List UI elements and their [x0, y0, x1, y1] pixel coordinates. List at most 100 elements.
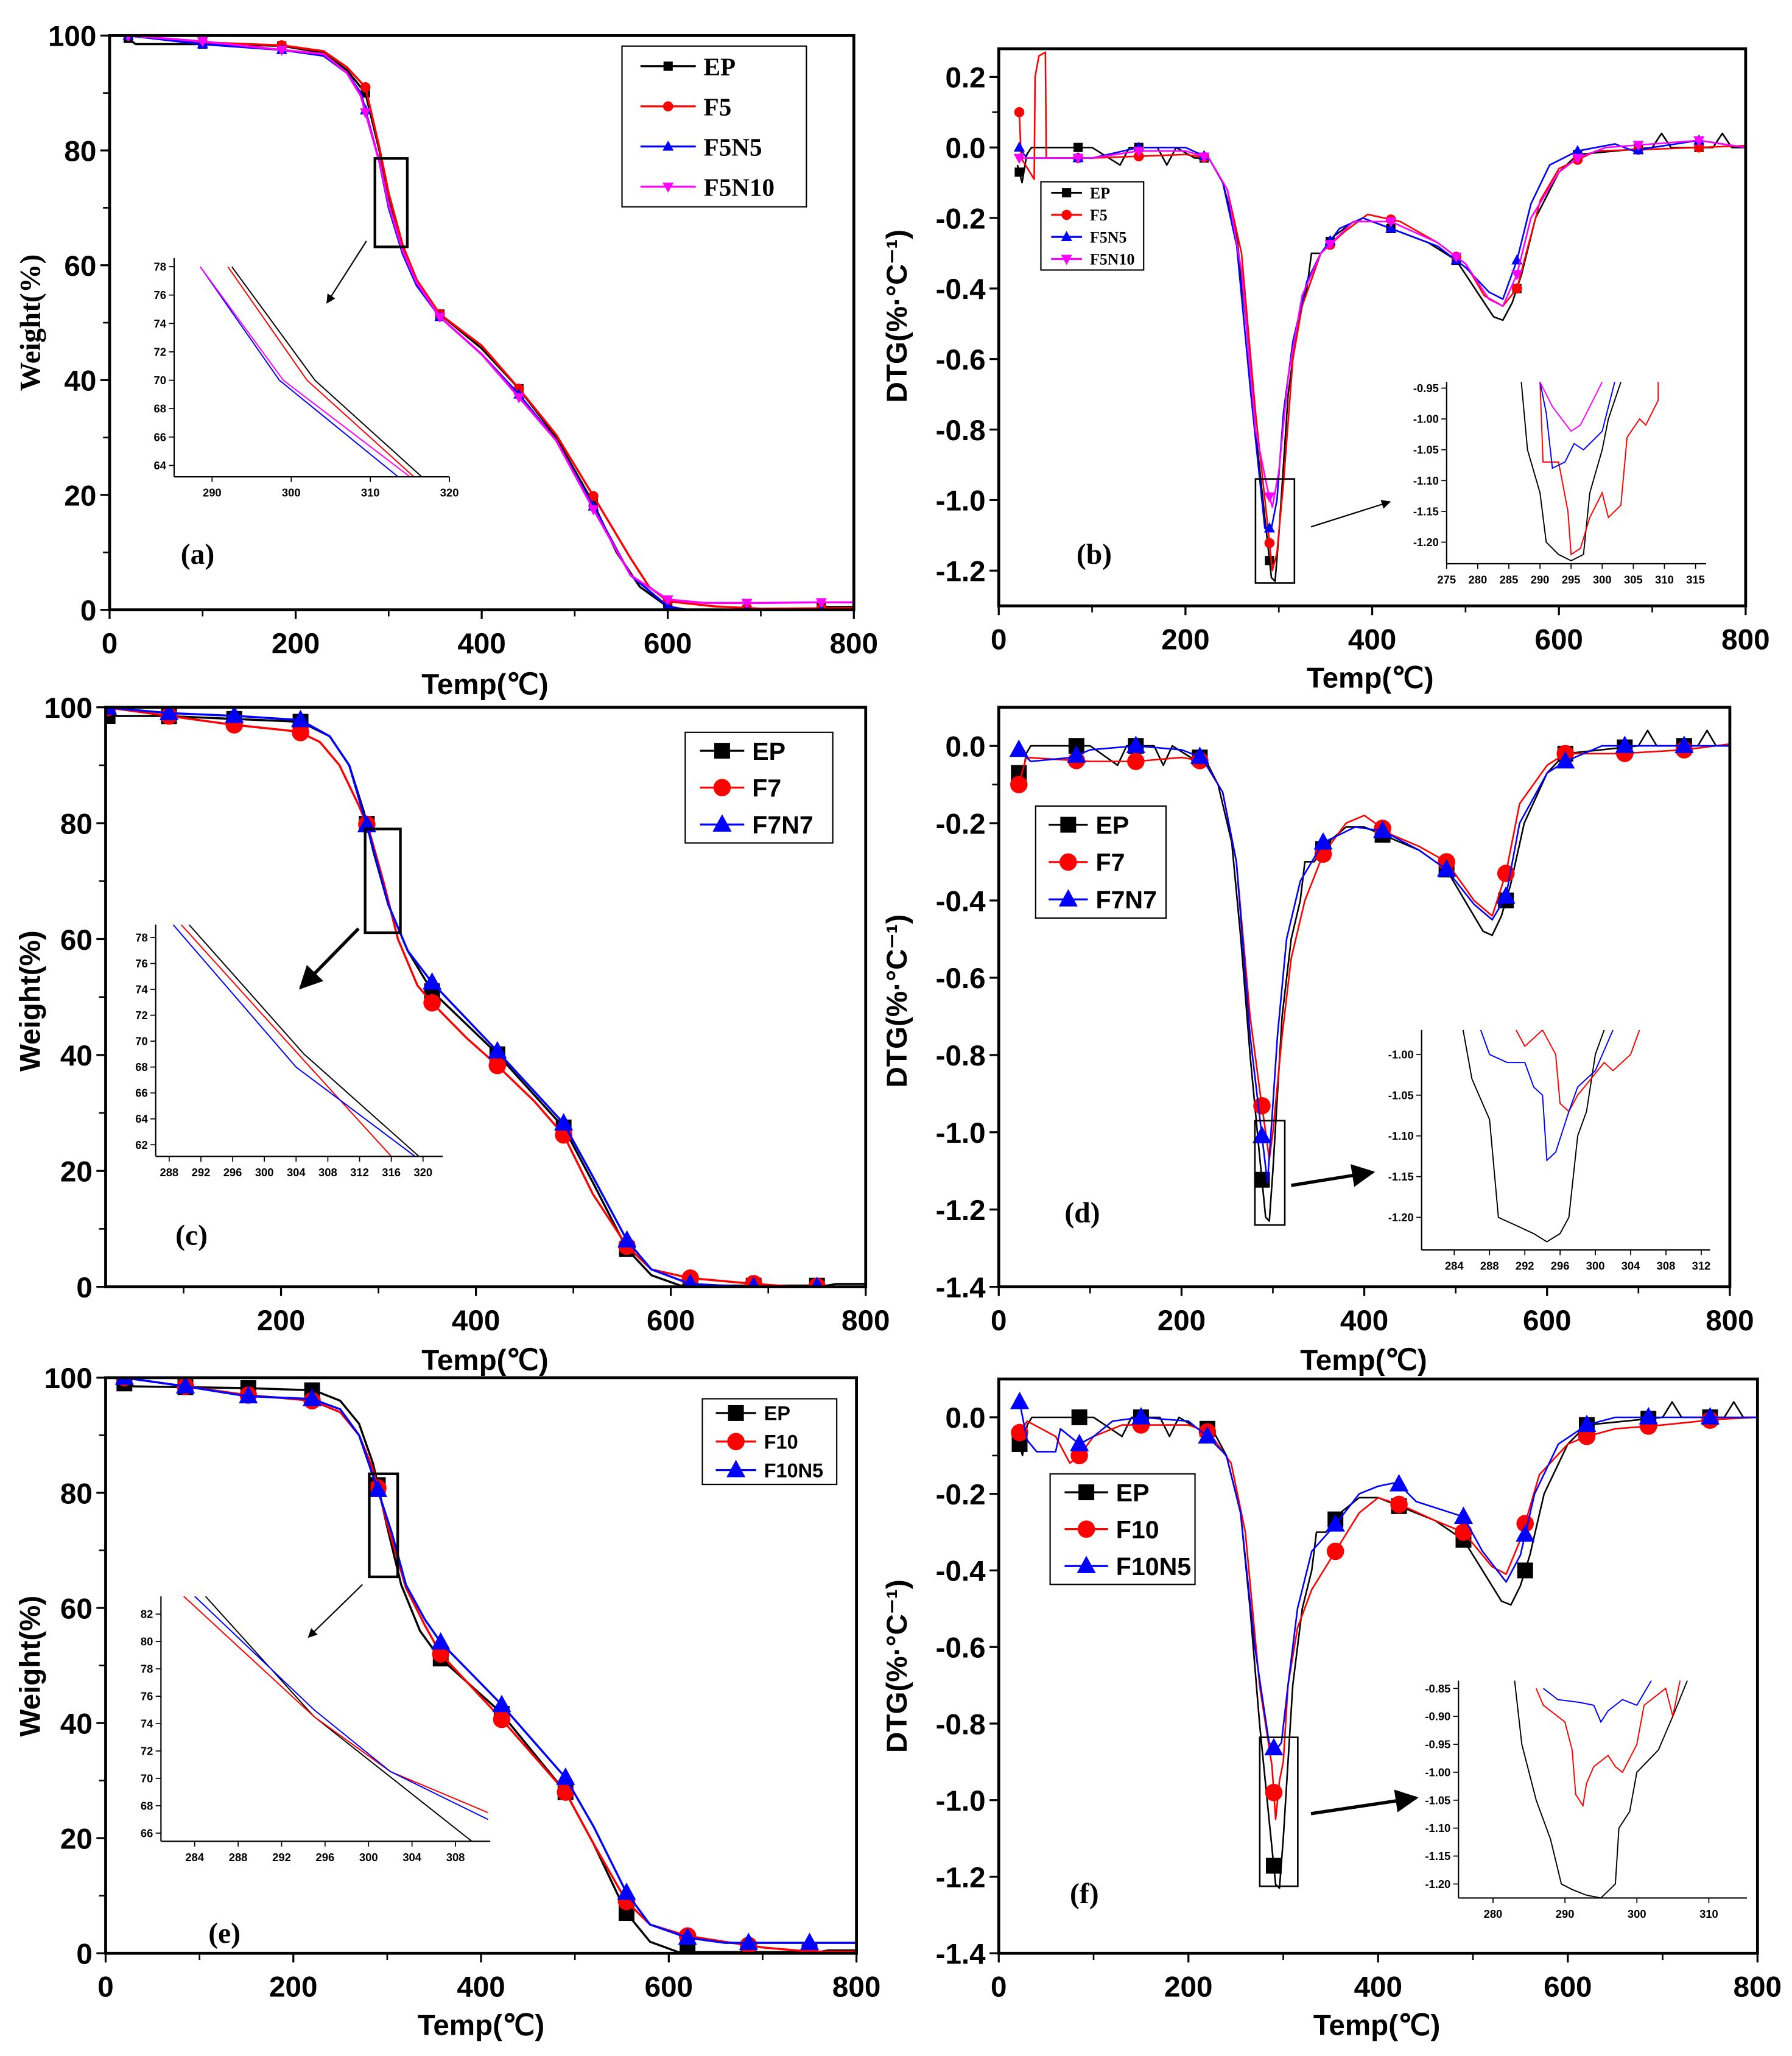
inset-y-tick-label: -1.20: [1425, 1878, 1450, 1890]
legend-item-f10: F10: [1064, 1515, 1159, 1543]
data-point-f5n10: [125, 35, 132, 42]
inset-x-tick-label: 315: [1686, 573, 1705, 586]
y-tick-label: -0.8: [936, 415, 986, 447]
y-axis-title: DTG(%·°C⁻¹): [881, 1579, 913, 1753]
legend-label: F10: [1116, 1515, 1159, 1543]
panel-label: (f): [1070, 1878, 1099, 1910]
inset-a: 290 300 310 320 64 66 68 70 72 74 76 78: [154, 258, 459, 499]
data-point-f5n10: [1198, 152, 1210, 163]
inset-line-f5n5: [1539, 382, 1615, 469]
x-axis-title: Temp(℃): [418, 2009, 544, 2041]
series-line-f7n7: [105, 707, 866, 1287]
legend-marker-f5n10: [1061, 254, 1072, 265]
x-tick-label: 600: [1544, 1971, 1592, 2004]
inset-x-tick-label: 300: [1593, 573, 1612, 586]
x-tick-label: 200: [269, 1971, 317, 2004]
inset-x-tick-label: 275: [1437, 573, 1456, 586]
y-tick-label: 100: [48, 21, 96, 53]
y-tick-label: 60: [60, 1593, 93, 1625]
inset-y-tick-label: -0.95: [1413, 382, 1439, 395]
x-tick-label: 800: [832, 1971, 880, 2004]
inset-y-tick-label: -1.05: [1413, 443, 1439, 456]
x-tick-label: 200: [1158, 1305, 1206, 1337]
plot-frame: [997, 47, 1748, 608]
data-point-f5: [1693, 142, 1704, 153]
inset-y-tick-label: -1.20: [1413, 536, 1439, 549]
x-tick-label: 600: [1535, 624, 1583, 656]
inset-line-f7: [1515, 1030, 1640, 1113]
inset-line-f7n7: [172, 924, 416, 1157]
inset-line-f7: [180, 924, 392, 1157]
legend-marker-f10n5: [1077, 1556, 1096, 1573]
data-point-f5n10: [276, 46, 287, 56]
inset-x-tick-label: 308: [446, 1851, 465, 1864]
x-axis-title: Temp(℃): [1300, 1344, 1427, 1377]
inset-y-tick-label: -0.90: [1425, 1710, 1450, 1723]
y-tick-label: 40: [60, 1040, 93, 1072]
y-tick-label: -0.8: [936, 1708, 986, 1741]
data-point-f7n7: [554, 1113, 574, 1131]
x-tick-label: 600: [1523, 1305, 1571, 1337]
x-tick-label: 400: [457, 1971, 505, 2004]
inset-y-tick-label: 80: [141, 1635, 153, 1648]
inset-x-tick-label: 295: [1562, 573, 1581, 586]
data-point-f7n7: [1674, 735, 1694, 753]
inset-series-group: [1520, 382, 1659, 562]
panel-e: 0 200 400 600 800 0 20 40 60 80 100 284 288 292 296 300…: [14, 1363, 880, 2041]
data-point-f10n5: [1453, 1506, 1474, 1524]
series-line-f5: [1018, 51, 1746, 572]
inset-x-tick-label: 312: [350, 1166, 369, 1179]
series-group: [1010, 1391, 1758, 1889]
data-point-ep: [1071, 1409, 1087, 1425]
inset-y-tick-label: 74: [154, 317, 167, 330]
zoom-region-box: [1259, 1736, 1299, 1887]
series-line-ep: [1016, 729, 1730, 1222]
data-point-f7: [1010, 776, 1028, 793]
data-point-f5: [588, 491, 599, 502]
legend-box: [1040, 181, 1145, 271]
legend: EP F10 F10N5: [1049, 1473, 1196, 1585]
inset-y-tick-label: 68: [135, 1061, 147, 1073]
inset-x-tick-label: 284: [1445, 1259, 1464, 1272]
legend-item-ep: EP: [700, 737, 785, 765]
inset-x-tick-label: 292: [272, 1851, 291, 1864]
data-point-f10: [432, 1645, 450, 1663]
inset-y-tick-label: 70: [154, 374, 166, 387]
data-point-f7n7: [617, 1230, 637, 1248]
x-axis-title: Temp(℃): [421, 1344, 548, 1377]
data-point-f7: [1127, 753, 1145, 770]
data-point-f7n7: [1252, 1126, 1272, 1143]
inset-line-f5n10: [200, 266, 410, 477]
legend-label: EP: [1095, 811, 1129, 839]
x-tick-label: 200: [272, 628, 320, 660]
inset-x-tick-label: 304: [402, 1851, 421, 1864]
legend-label: F7N7: [752, 811, 813, 839]
inset-x-tick-label: 296: [223, 1166, 242, 1179]
inset-y-tick-label: 76: [141, 1690, 153, 1703]
inset-line-f10n5: [1542, 1680, 1652, 1724]
panel-label: (d): [1064, 1198, 1100, 1229]
data-point-ep: [1073, 142, 1083, 152]
inset-y-tick-label: 66: [141, 1826, 153, 1839]
inset-y-tick-label: -1.00: [1425, 1766, 1450, 1778]
y-tick-label: 40: [64, 365, 96, 398]
data-point-ep: [1014, 167, 1024, 177]
legend-marker-ep: [1060, 816, 1077, 833]
data-point-f10: [557, 1783, 575, 1801]
y-tick-label: 0.0: [945, 731, 985, 763]
y-tick-label: -0.6: [936, 344, 986, 376]
data-point-f5n10: [197, 37, 208, 47]
data-point-f10n5: [1264, 1738, 1284, 1756]
legend-item-f5: F5: [1051, 206, 1108, 224]
legend-item-f5: F5: [640, 93, 731, 121]
data-point-f10n5: [1131, 1407, 1151, 1425]
inset-e: 284 288 292 296 300 304 308 66 68 70 72 74 76 78 80 82: [141, 1596, 491, 1864]
series-line-ep: [1017, 1401, 1758, 1889]
panel-c: 200 400 600 800 0 20 40 60 80 100 288 292 296 300 304 3…: [14, 692, 890, 1377]
inset-y-tick-label: 64: [135, 1112, 148, 1125]
inset-y-tick-label: 72: [154, 345, 166, 358]
data-point-f5n10: [360, 108, 371, 119]
legend-marker-f10: [727, 1433, 745, 1451]
legend-marker-f7: [713, 779, 731, 796]
data-point-f10n5: [739, 1932, 758, 1950]
